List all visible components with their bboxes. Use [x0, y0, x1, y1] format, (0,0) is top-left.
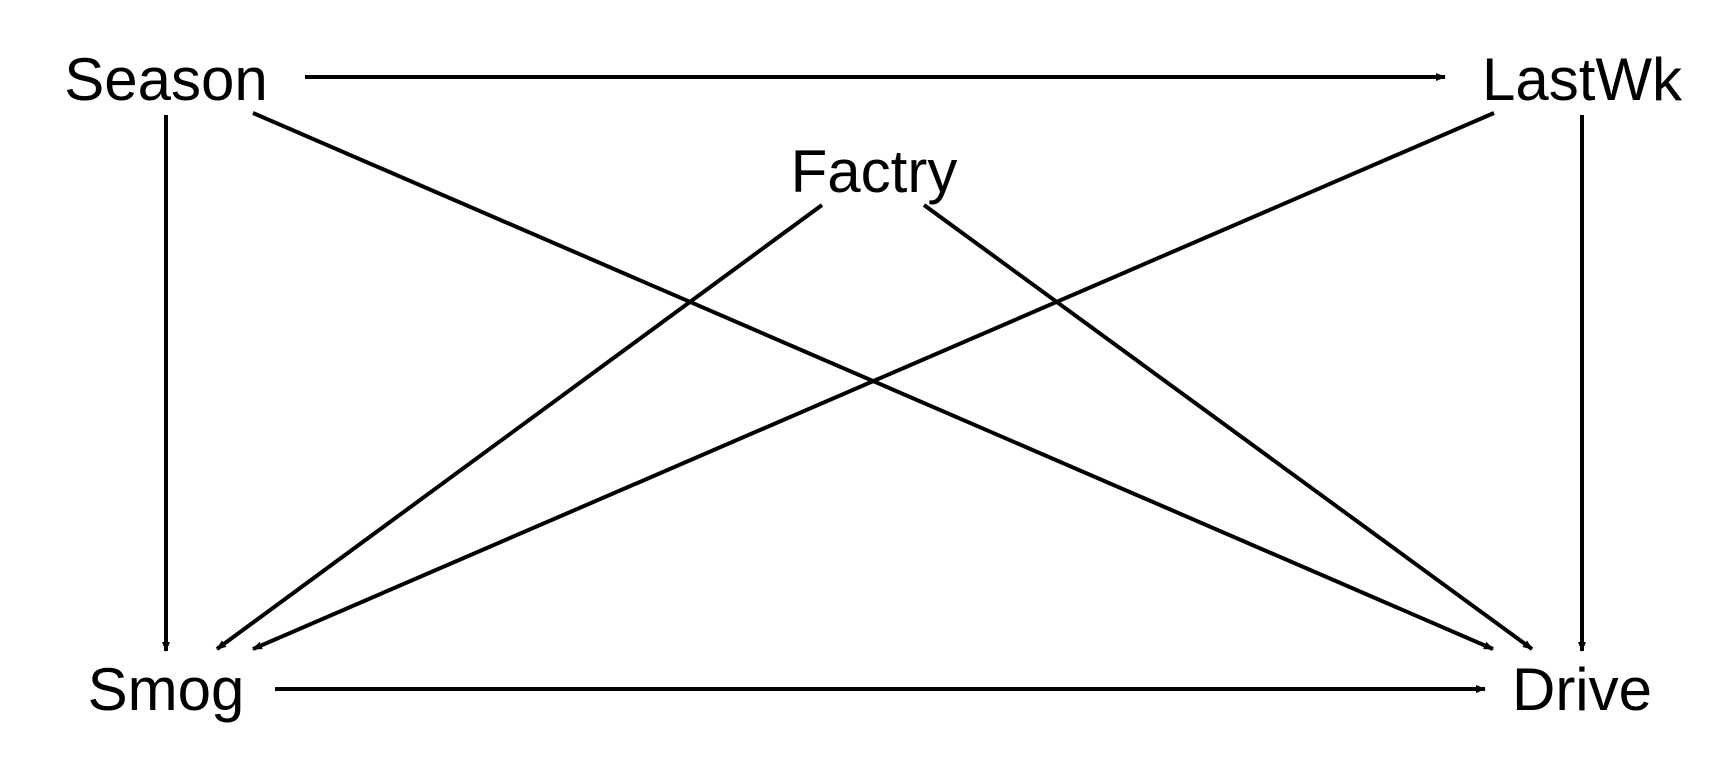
node-drive: Drive	[1512, 656, 1652, 723]
edge-lastwk-to-smog	[252, 111, 1495, 651]
node-season: Season	[64, 46, 268, 113]
node-lastwk: LastWk	[1482, 46, 1683, 113]
edges-layer	[162, 73, 1586, 693]
node-smog: Smog	[88, 656, 245, 723]
node-factry: Factry	[791, 138, 958, 205]
edge-factry-to-drive	[922, 203, 1534, 651]
nodes-layer: Season LastWk Factry Smog Drive	[64, 46, 1683, 723]
edge-factry-to-smog	[215, 203, 824, 651]
